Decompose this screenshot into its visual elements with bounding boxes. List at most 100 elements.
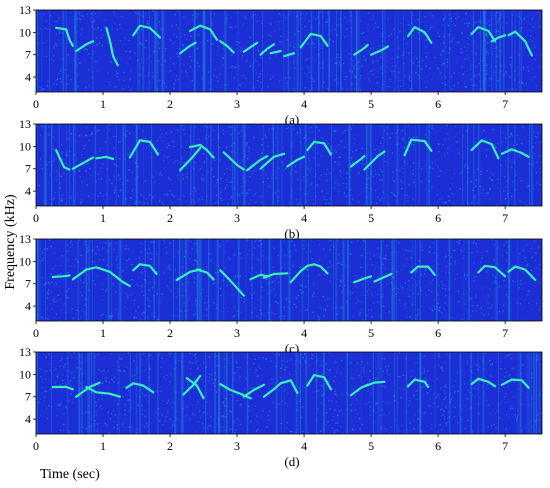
noise-speck bbox=[391, 152, 393, 154]
noise-speck bbox=[311, 131, 313, 133]
noise-speck bbox=[423, 16, 426, 18]
noise-speck bbox=[142, 388, 144, 390]
noise-streak bbox=[87, 352, 89, 434]
noise-speck bbox=[380, 56, 382, 58]
noise-speck bbox=[133, 360, 135, 362]
noise-speck bbox=[133, 303, 135, 305]
noise-speck bbox=[95, 37, 98, 39]
noise-speck bbox=[391, 275, 394, 278]
noise-streak bbox=[180, 352, 183, 434]
noise-speck bbox=[36, 126, 38, 128]
syllable-trace bbox=[219, 40, 235, 54]
noise-speck bbox=[475, 185, 477, 187]
noise-speck bbox=[61, 199, 63, 201]
noise-speck bbox=[404, 283, 406, 285]
noise-speck bbox=[481, 192, 483, 195]
noise-speck bbox=[454, 125, 457, 128]
noise-speck bbox=[81, 181, 83, 183]
y-axis-label: Frequency (kHz) bbox=[3, 194, 18, 290]
noise-speck bbox=[370, 173, 372, 175]
noise-speck bbox=[141, 313, 143, 315]
syllable-trace bbox=[299, 32, 329, 49]
noise-speck bbox=[416, 284, 418, 286]
noise-speck bbox=[126, 260, 128, 262]
noise-speck bbox=[369, 80, 371, 82]
noise-speck bbox=[186, 381, 189, 383]
noise-speck bbox=[60, 197, 63, 199]
noise-speck bbox=[91, 391, 93, 393]
noise-speck bbox=[107, 370, 109, 372]
noise-speck bbox=[186, 176, 188, 178]
noise-speck bbox=[82, 412, 84, 414]
noise-speck bbox=[252, 86, 255, 89]
noise-speck bbox=[260, 243, 262, 245]
noise-speck bbox=[319, 43, 321, 45]
noise-speck bbox=[195, 16, 198, 18]
noise-speck bbox=[413, 162, 415, 164]
noise-speck bbox=[294, 46, 296, 49]
noise-speck bbox=[236, 366, 239, 368]
noise-speck bbox=[176, 276, 178, 278]
noise-streak bbox=[225, 352, 228, 434]
noise-speck bbox=[301, 406, 304, 408]
noise-speck bbox=[265, 358, 267, 360]
noise-speck bbox=[385, 255, 387, 257]
noise-speck bbox=[423, 367, 425, 369]
noise-speck bbox=[312, 358, 314, 360]
noise-speck bbox=[94, 171, 96, 173]
noise-speck bbox=[370, 355, 372, 357]
noise-speck bbox=[79, 277, 81, 280]
noise-speck bbox=[539, 13, 541, 15]
noise-streak bbox=[287, 10, 290, 92]
noise-speck bbox=[133, 299, 136, 301]
noise-speck bbox=[425, 268, 427, 270]
noise-speck bbox=[496, 248, 498, 250]
noise-speck bbox=[354, 396, 356, 398]
noise-speck bbox=[131, 264, 133, 266]
noise-speck bbox=[387, 365, 390, 367]
noise-speck bbox=[291, 307, 293, 309]
noise-speck bbox=[191, 248, 193, 250]
noise-speck bbox=[55, 264, 57, 266]
noise-speck bbox=[438, 144, 440, 146]
noise-speck bbox=[444, 309, 446, 311]
noise-streak bbox=[498, 352, 499, 434]
noise-speck bbox=[150, 354, 152, 356]
noise-speck bbox=[338, 254, 340, 256]
noise-speck bbox=[527, 294, 529, 296]
noise-speck bbox=[159, 420, 161, 422]
noise-speck bbox=[457, 148, 459, 150]
noise-speck bbox=[486, 400, 488, 402]
noise-speck bbox=[271, 311, 273, 313]
noise-speck bbox=[367, 403, 369, 405]
noise-streak bbox=[384, 10, 386, 92]
noise-speck bbox=[207, 170, 209, 173]
noise-speck bbox=[321, 42, 323, 45]
noise-streak bbox=[243, 124, 246, 206]
noise-speck bbox=[160, 149, 163, 151]
noise-speck bbox=[46, 292, 49, 294]
noise-speck bbox=[335, 401, 338, 403]
noise-speck bbox=[212, 283, 214, 285]
noise-speck bbox=[108, 129, 110, 131]
noise-speck bbox=[265, 50, 268, 52]
noise-speck bbox=[114, 22, 116, 24]
noise-speck bbox=[150, 157, 152, 159]
noise-speck bbox=[179, 137, 182, 139]
noise-speck bbox=[523, 48, 525, 51]
noise-speck bbox=[372, 302, 375, 304]
noise-speck bbox=[182, 295, 184, 297]
noise-speck bbox=[320, 174, 322, 176]
noise-speck bbox=[320, 67, 322, 69]
noise-speck bbox=[286, 427, 288, 429]
noise-speck bbox=[103, 369, 105, 372]
noise-speck bbox=[524, 46, 526, 48]
syllable-trace bbox=[353, 43, 369, 56]
noise-speck bbox=[307, 431, 309, 433]
noise-speck bbox=[122, 16, 124, 18]
noise-speck bbox=[395, 195, 397, 197]
noise-streak bbox=[393, 239, 395, 321]
noise-speck bbox=[233, 307, 236, 309]
noise-speck bbox=[344, 130, 346, 132]
